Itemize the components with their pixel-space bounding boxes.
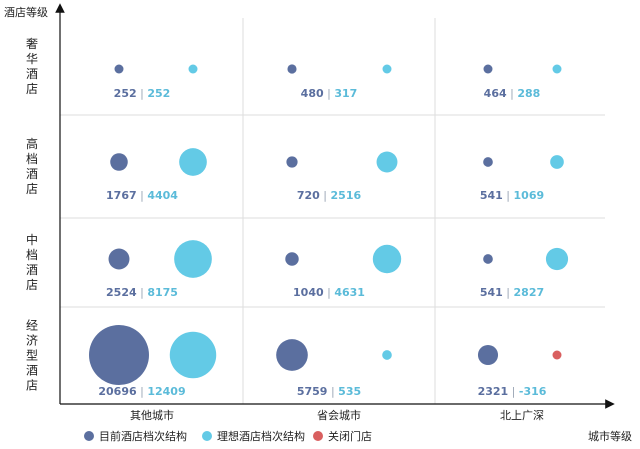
- value-label: 20696 | 12409: [98, 385, 185, 398]
- row-label: 高档酒店: [26, 136, 38, 196]
- grid-lines: [60, 18, 605, 404]
- bubble-current: [285, 252, 299, 266]
- bubble-current: [477, 344, 499, 366]
- row-label: 奢华酒店: [26, 37, 38, 96]
- legend-marker: [313, 431, 323, 441]
- row-label: 中档酒店: [26, 232, 38, 292]
- row-label: 经济型酒店: [26, 319, 38, 393]
- value-label: 720 | 2516: [297, 189, 362, 202]
- value-label: 541 | 1069: [480, 189, 544, 202]
- bubble-current: [286, 156, 298, 168]
- value-label: 252 | 252: [114, 87, 171, 100]
- bubble-ideal: [372, 244, 402, 274]
- bubble-current: [108, 248, 130, 270]
- value-label: 1767 | 4404: [106, 189, 178, 202]
- x-axis-title: 城市等级: [588, 429, 632, 443]
- value-label: 541 | 2827: [480, 286, 544, 299]
- legend-label: 关闭门店: [328, 429, 372, 443]
- legend: 目前酒店档次结构 理想酒店档次结构 关闭门店: [84, 429, 372, 443]
- column-label: 其他城市: [130, 408, 174, 422]
- bubble-ideal: [545, 247, 569, 271]
- bubble-ideal: [179, 148, 207, 176]
- bubble-current: [483, 157, 493, 167]
- bubble-current: [89, 325, 149, 385]
- value-label: 1040 | 4631: [293, 286, 365, 299]
- column-labels: 其他城市 省会城市 北上广深: [130, 408, 544, 422]
- bubble-ideal: [188, 64, 198, 74]
- value-label: 2524 | 8175: [106, 286, 178, 299]
- column-label: 北上广深: [500, 409, 544, 422]
- bubble-closed-stores: [552, 350, 562, 360]
- bubble-ideal: [376, 151, 398, 173]
- legend-label: 理想酒店档次结构: [217, 429, 305, 443]
- bubble-current: [114, 64, 124, 74]
- bubble-ideal: [552, 64, 562, 74]
- bubble-current: [483, 254, 493, 264]
- legend-marker: [202, 431, 212, 441]
- y-axis-title: 酒店等级: [4, 5, 48, 19]
- legend-label: 目前酒店档次结构: [99, 429, 187, 443]
- value-label: 480 | 317: [301, 87, 358, 100]
- bubbles: [89, 64, 569, 385]
- column-label: 省会城市: [317, 408, 361, 422]
- bubble-current: [276, 339, 308, 371]
- bubble-current: [287, 64, 297, 74]
- legend-marker: [84, 431, 94, 441]
- value-label: 2321 | -316: [478, 385, 547, 398]
- value-labels: 252 | 252 480 | 317 464 | 288 1767 | 4404 72…: [98, 87, 546, 398]
- bubble-current: [110, 153, 128, 171]
- bubble-current: [483, 64, 493, 74]
- bubble-ideal: [382, 350, 392, 360]
- bubble-ideal: [550, 155, 564, 169]
- bubble-ideal: [174, 240, 212, 278]
- value-label: 464 | 288: [484, 87, 541, 100]
- bubble-ideal: [382, 64, 392, 74]
- bubble-ideal: [169, 331, 217, 379]
- value-label: 5759 | 535: [297, 385, 361, 398]
